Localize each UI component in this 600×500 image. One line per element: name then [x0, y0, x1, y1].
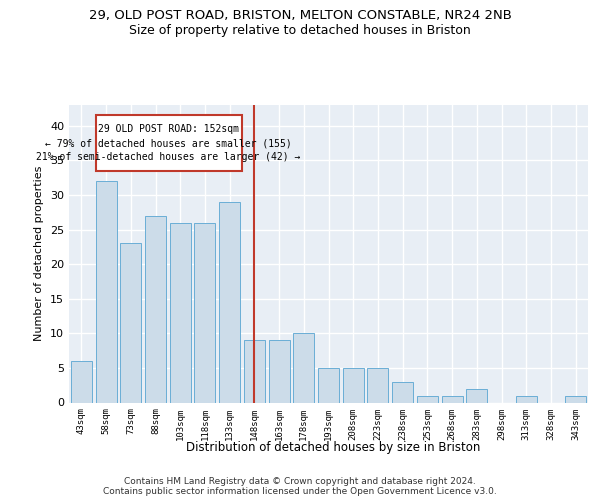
Bar — [318, 368, 339, 402]
Bar — [95, 116, 242, 170]
Text: ← 79% of detached houses are smaller (155): ← 79% of detached houses are smaller (15… — [45, 138, 292, 148]
Bar — [145, 216, 166, 402]
Bar — [95, 181, 116, 402]
Bar — [392, 382, 413, 402]
Bar — [269, 340, 290, 402]
Bar — [170, 222, 191, 402]
Text: Distribution of detached houses by size in Briston: Distribution of detached houses by size … — [186, 441, 480, 454]
Bar — [120, 244, 141, 402]
Text: Size of property relative to detached houses in Briston: Size of property relative to detached ho… — [129, 24, 471, 37]
Bar — [466, 388, 487, 402]
Bar — [442, 396, 463, 402]
Text: 29 OLD POST ROAD: 152sqm: 29 OLD POST ROAD: 152sqm — [98, 124, 239, 134]
Bar — [367, 368, 388, 402]
Text: Contains HM Land Registry data © Crown copyright and database right 2024.: Contains HM Land Registry data © Crown c… — [124, 477, 476, 486]
Bar — [244, 340, 265, 402]
Text: Contains public sector information licensed under the Open Government Licence v3: Contains public sector information licen… — [103, 487, 497, 496]
Bar — [293, 334, 314, 402]
Text: 21% of semi-detached houses are larger (42) →: 21% of semi-detached houses are larger (… — [37, 152, 301, 162]
Bar — [516, 396, 537, 402]
Bar — [194, 222, 215, 402]
Y-axis label: Number of detached properties: Number of detached properties — [34, 166, 44, 342]
Bar — [417, 396, 438, 402]
Bar — [71, 361, 92, 403]
Bar — [343, 368, 364, 402]
Text: 29, OLD POST ROAD, BRISTON, MELTON CONSTABLE, NR24 2NB: 29, OLD POST ROAD, BRISTON, MELTON CONST… — [89, 9, 511, 22]
Bar — [565, 396, 586, 402]
Bar — [219, 202, 240, 402]
